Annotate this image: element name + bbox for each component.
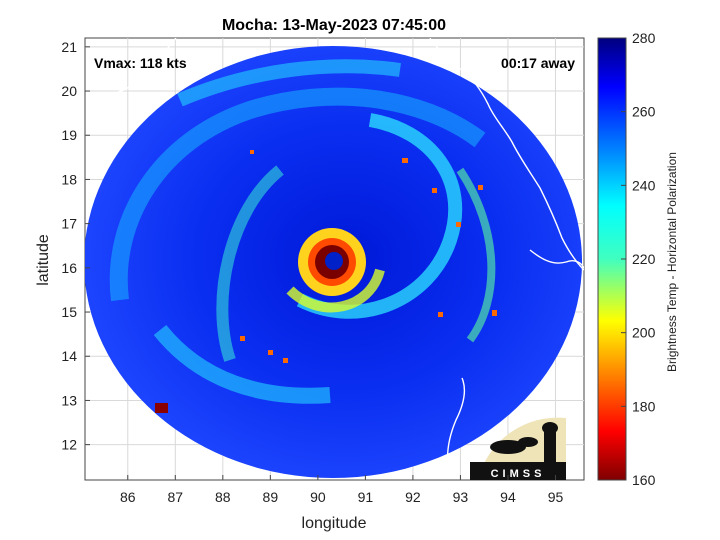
colorbar-tick-labels: 160 180 200 220 240 260 280 xyxy=(621,30,656,488)
colorbar-tick-label: 180 xyxy=(632,398,656,414)
western-band xyxy=(216,165,284,362)
colorbar-tick-label: 160 xyxy=(632,472,656,488)
storm-eye xyxy=(325,252,343,270)
x-tick-label: 93 xyxy=(453,489,469,505)
x-tick-label: 88 xyxy=(215,489,231,505)
x-tick-label: 91 xyxy=(358,489,374,505)
inner-band-yellow xyxy=(286,268,385,313)
x-tick-label: 90 xyxy=(310,489,326,505)
cimss-logo: CIMSS xyxy=(470,417,566,480)
vmax-label: Vmax: 118 kts xyxy=(94,55,187,71)
x-tick-label: 92 xyxy=(405,489,421,505)
colorbar-tick-label: 240 xyxy=(632,177,656,193)
colorbar-tick-label: 200 xyxy=(632,325,656,341)
satellite-swath xyxy=(85,46,582,478)
colorbar-tick-label: 280 xyxy=(632,30,656,46)
y-tick-label: 15 xyxy=(61,304,77,320)
chart-title: Mocha: 13-May-2023 07:45:00 xyxy=(222,17,446,34)
x-tick-label: 94 xyxy=(500,489,516,505)
y-tick-labels: 12 13 14 15 16 17 18 19 20 21 xyxy=(61,39,90,453)
y-tick-label: 18 xyxy=(61,171,77,187)
colorbar-tick-label: 220 xyxy=(632,251,656,267)
y-tick-label: 13 xyxy=(61,392,77,408)
x-tick-labels: 86 87 88 89 90 91 92 93 94 95 xyxy=(120,475,564,505)
time-offset-label: 00:17 away xyxy=(501,55,575,71)
northern-band xyxy=(177,59,401,107)
y-tick-label: 19 xyxy=(61,127,77,143)
y-tick-label: 16 xyxy=(61,260,77,276)
colorbar-tick-label: 260 xyxy=(632,104,656,120)
y-axis-label: latitude xyxy=(35,234,52,286)
y-tick-label: 21 xyxy=(61,39,77,55)
x-axis-label: longitude xyxy=(302,515,367,532)
convective-cells xyxy=(155,150,497,413)
x-tick-label: 89 xyxy=(263,489,279,505)
far-east-band xyxy=(456,167,496,343)
outer-rainband xyxy=(109,87,486,302)
inner-band-east xyxy=(296,113,463,319)
x-tick-label: 86 xyxy=(120,489,136,505)
y-tick-label: 17 xyxy=(61,216,77,232)
y-tick-label: 20 xyxy=(61,83,77,99)
y-tick-label: 14 xyxy=(61,348,77,364)
x-tick-label: 87 xyxy=(168,489,184,505)
colorbar-label: Brightness Temp - Horizontal Polarizatio… xyxy=(665,152,679,372)
y-tick-label: 12 xyxy=(61,437,77,453)
cimss-logo-text: CIMSS xyxy=(491,468,546,480)
x-tick-label: 95 xyxy=(548,489,564,505)
coastlines xyxy=(87,38,584,469)
southwest-band xyxy=(153,324,331,404)
